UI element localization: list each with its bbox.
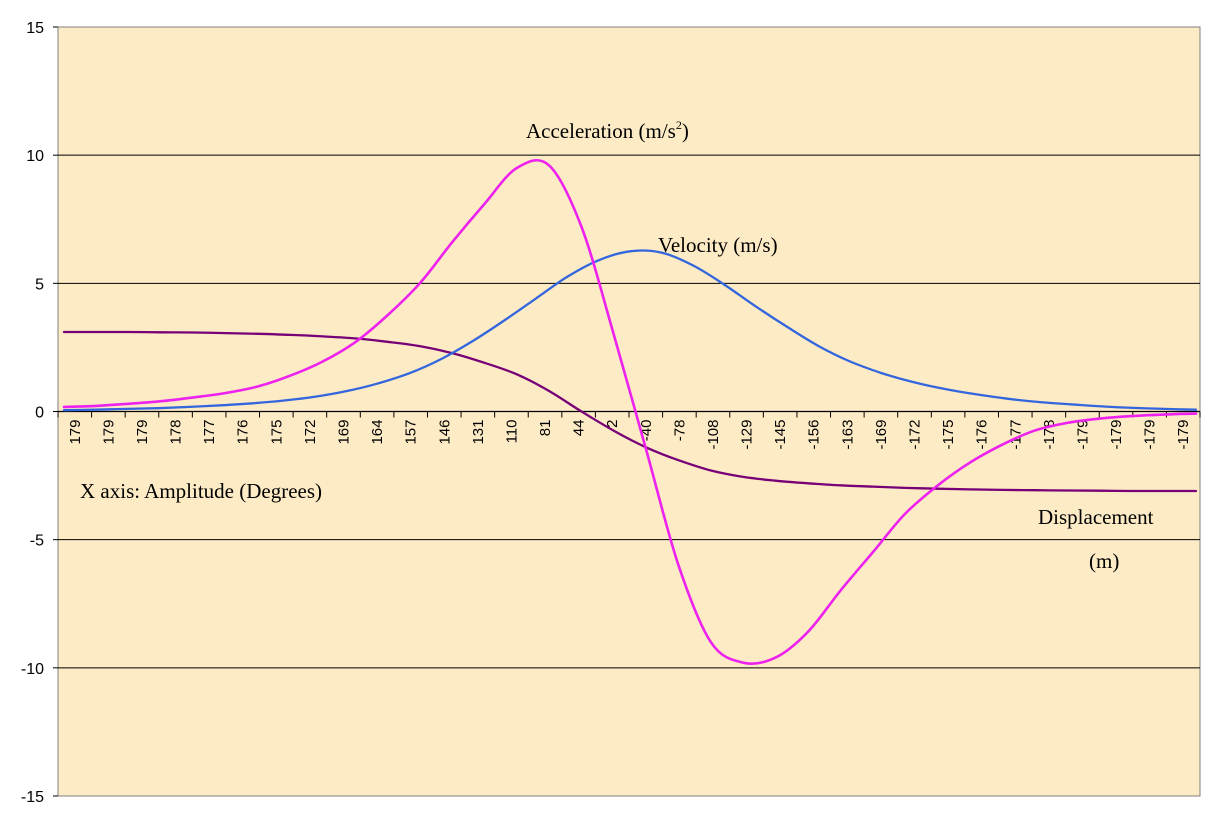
displacement-unit-annotation: (m) <box>1089 549 1119 573</box>
x-tick-label: 177 <box>201 420 218 445</box>
y-tick-label: -15 <box>21 789 44 806</box>
y-tick-label: 0 <box>35 405 44 422</box>
velocity-series-line <box>62 249 1198 412</box>
x-tick-label: -179 <box>1074 420 1091 450</box>
x-tick-label: 176 <box>235 420 252 445</box>
x-tick-label: 157 <box>403 420 420 445</box>
x-tick-label: -179 <box>1142 420 1159 450</box>
x-tick-label: -129 <box>739 420 756 450</box>
x-tick-label: 146 <box>436 420 453 445</box>
x-tick-label: 169 <box>336 420 353 445</box>
x-tick-label: -156 <box>806 420 823 450</box>
x-tick-label: 110 <box>503 420 520 444</box>
x-tick-label: -175 <box>940 420 957 450</box>
x-axis: 179 179 179 178 177 176 175 172 169 164 157 146 131 1… <box>57 410 1201 450</box>
y-axis-tick-labels: -15 -10 -5 0 5 10 15 <box>21 20 58 806</box>
series-lines <box>62 158 1198 666</box>
x-tick-label: 172 <box>302 420 319 445</box>
x-tick-label: 131 <box>470 420 487 445</box>
x-tick-label: 178 <box>168 420 185 445</box>
x-tick-label: -108 <box>705 420 722 450</box>
acceleration-annotation-superscript: 2 <box>676 118 682 132</box>
y-tick-label: -5 <box>30 533 44 550</box>
acceleration-annotation-main: Acceleration (m/s <box>526 119 676 143</box>
x-tick-label: 179 <box>67 420 84 445</box>
x-tick-label: 44 <box>571 420 588 437</box>
acceleration-annotation: Acceleration (m/s2) <box>526 118 689 143</box>
x-tick-label: 175 <box>268 420 285 445</box>
displacement-series-line <box>62 330 1198 493</box>
x-tick-label: 2 <box>604 420 621 428</box>
x-axis-annotation: X axis: Amplitude (Degrees) <box>80 479 322 503</box>
x-tick-label: -176 <box>974 420 991 450</box>
velocity-annotation: Velocity (m/s) <box>658 233 778 257</box>
x-tick-label: -179 <box>1108 420 1125 450</box>
x-tick-label: -177 <box>1007 419 1024 449</box>
x-tick-label: 179 <box>134 420 151 445</box>
x-tick-label: -163 <box>839 420 856 450</box>
x-tick-label: 164 <box>369 420 386 445</box>
x-tick-label: 81 <box>537 420 554 437</box>
y-tick-label: 5 <box>35 276 44 293</box>
y-tick-label: 15 <box>26 20 44 37</box>
x-tick-label: 179 <box>100 420 117 445</box>
x-tick-label: -169 <box>873 420 890 450</box>
displacement-annotation: Displacement <box>1038 505 1154 529</box>
acceleration-series-line <box>62 158 1198 666</box>
x-tick-label: -172 <box>907 420 924 450</box>
x-tick-label: -179 <box>1175 420 1192 450</box>
y-tick-label: 10 <box>26 148 44 165</box>
x-tick-label: -145 <box>772 420 789 450</box>
y-tick-label: -10 <box>21 661 44 678</box>
acceleration-annotation-close: ) <box>682 119 689 143</box>
x-tick-label: -78 <box>671 420 688 442</box>
